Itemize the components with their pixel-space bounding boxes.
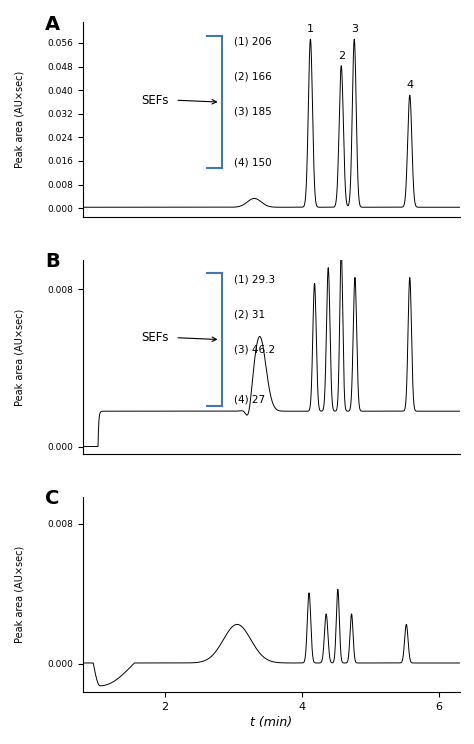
Y-axis label: Peak area (AU×sec): Peak area (AU×sec) [15,71,25,168]
Text: B: B [45,252,60,271]
Text: (2) 166: (2) 166 [234,72,272,82]
Y-axis label: Peak area (AU×sec): Peak area (AU×sec) [15,309,25,405]
Text: 1: 1 [307,24,314,34]
Text: (3) 46.2: (3) 46.2 [234,344,275,354]
Text: 2: 2 [337,51,345,61]
Text: (1) 206: (1) 206 [234,36,271,47]
Text: 3: 3 [351,24,358,34]
Text: SEFs: SEFs [141,94,168,106]
Text: (3) 185: (3) 185 [234,107,272,117]
Text: SEFs: SEFs [141,331,168,344]
Text: (4) 150: (4) 150 [234,158,271,167]
X-axis label: t (min): t (min) [250,716,292,729]
Text: 4: 4 [406,80,413,90]
Text: (4) 27: (4) 27 [234,395,265,405]
Y-axis label: Peak area (AU×sec): Peak area (AU×sec) [15,546,25,644]
Text: (1) 29.3: (1) 29.3 [234,275,275,284]
Text: A: A [45,15,60,33]
Text: (2) 31: (2) 31 [234,310,265,319]
Text: C: C [45,490,60,508]
